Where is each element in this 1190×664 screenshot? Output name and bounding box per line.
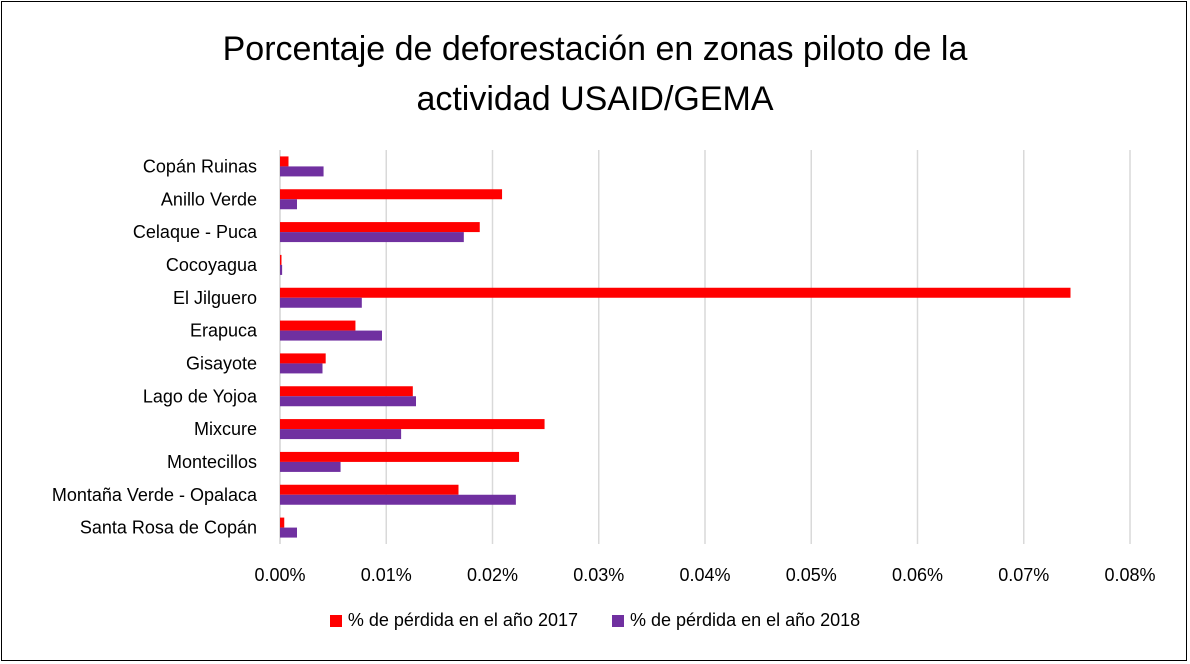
x-tick-label: 0.00%: [254, 565, 305, 585]
y-tick-label: Gisayote: [186, 353, 257, 373]
chart-legend: % de pérdida en el año 2017 % de pérdida…: [0, 610, 1190, 631]
chart-title-line-1: Porcentaje de deforestación en zonas pil…: [222, 30, 968, 68]
y-tick-label: Anillo Verde: [161, 189, 257, 209]
chart-title: Porcentaje de deforestación en zonas pil…: [0, 24, 1190, 124]
y-tick-label: Erapuca: [190, 321, 258, 341]
bar-2017: [280, 386, 413, 397]
chart-title-line-2: actividad USAID/GEMA: [416, 80, 774, 118]
bar-2017: [280, 287, 1071, 298]
legend-label-2018: % de pérdida en el año 2018: [630, 610, 861, 630]
y-tick-label: Copán Ruinas: [143, 156, 257, 176]
legend-item-2018: % de pérdida en el año 2018: [612, 610, 860, 631]
bar-2017: [280, 484, 459, 495]
bar-2017: [280, 419, 545, 430]
legend-label-2017: % de pérdida en el año 2017: [347, 610, 578, 630]
y-tick-label: Santa Rosa de Copán: [80, 518, 257, 538]
bar-2018: [280, 494, 516, 505]
x-tick-label: 0.08%: [1104, 565, 1155, 585]
y-tick-label: Lago de Yojoa: [143, 386, 258, 406]
bar-2018: [280, 330, 382, 341]
y-tick-label: El Jilguero: [173, 288, 257, 308]
x-tick-label: 0.05%: [786, 565, 837, 585]
x-tick-label: 0.06%: [892, 565, 943, 585]
bar-2018: [280, 232, 464, 243]
y-tick-label: Montaña Verde - Opalaca: [52, 485, 258, 505]
bar-2017: [280, 451, 520, 462]
x-tick-label: 0.04%: [679, 565, 730, 585]
bar-2017: [280, 222, 480, 233]
y-tick-label: Celaque - Puca: [133, 222, 258, 242]
y-tick-label: Montecillos: [167, 452, 257, 472]
bar-2017: [280, 156, 289, 167]
x-tick-label: 0.03%: [573, 565, 624, 585]
bar-2017: [280, 353, 326, 364]
legend-item-2017: % de pérdida en el año 2017: [329, 610, 578, 631]
x-tick-label: 0.07%: [998, 565, 1049, 585]
x-tick-label: 0.02%: [467, 565, 518, 585]
bar-2018: [280, 461, 341, 472]
x-tick-label: 0.01%: [361, 565, 412, 585]
legend-swatch-2017: [329, 614, 342, 627]
bar-2017: [280, 517, 285, 528]
bar-2017: [280, 320, 356, 331]
bar-2018: [280, 363, 323, 374]
bar-2018: [280, 199, 297, 210]
bar-2018: [280, 429, 402, 440]
bar-2018: [280, 396, 416, 407]
bar-2017: [280, 189, 503, 200]
bar-2018: [280, 166, 324, 177]
bar-2018: [280, 527, 297, 538]
bar-2017: [280, 254, 282, 265]
y-tick-label: Cocoyagua: [166, 255, 258, 275]
y-tick-label: Mixcure: [194, 419, 257, 439]
bar-2018: [280, 264, 283, 275]
bar-2018: [280, 297, 362, 308]
legend-swatch-2018: [612, 614, 624, 627]
